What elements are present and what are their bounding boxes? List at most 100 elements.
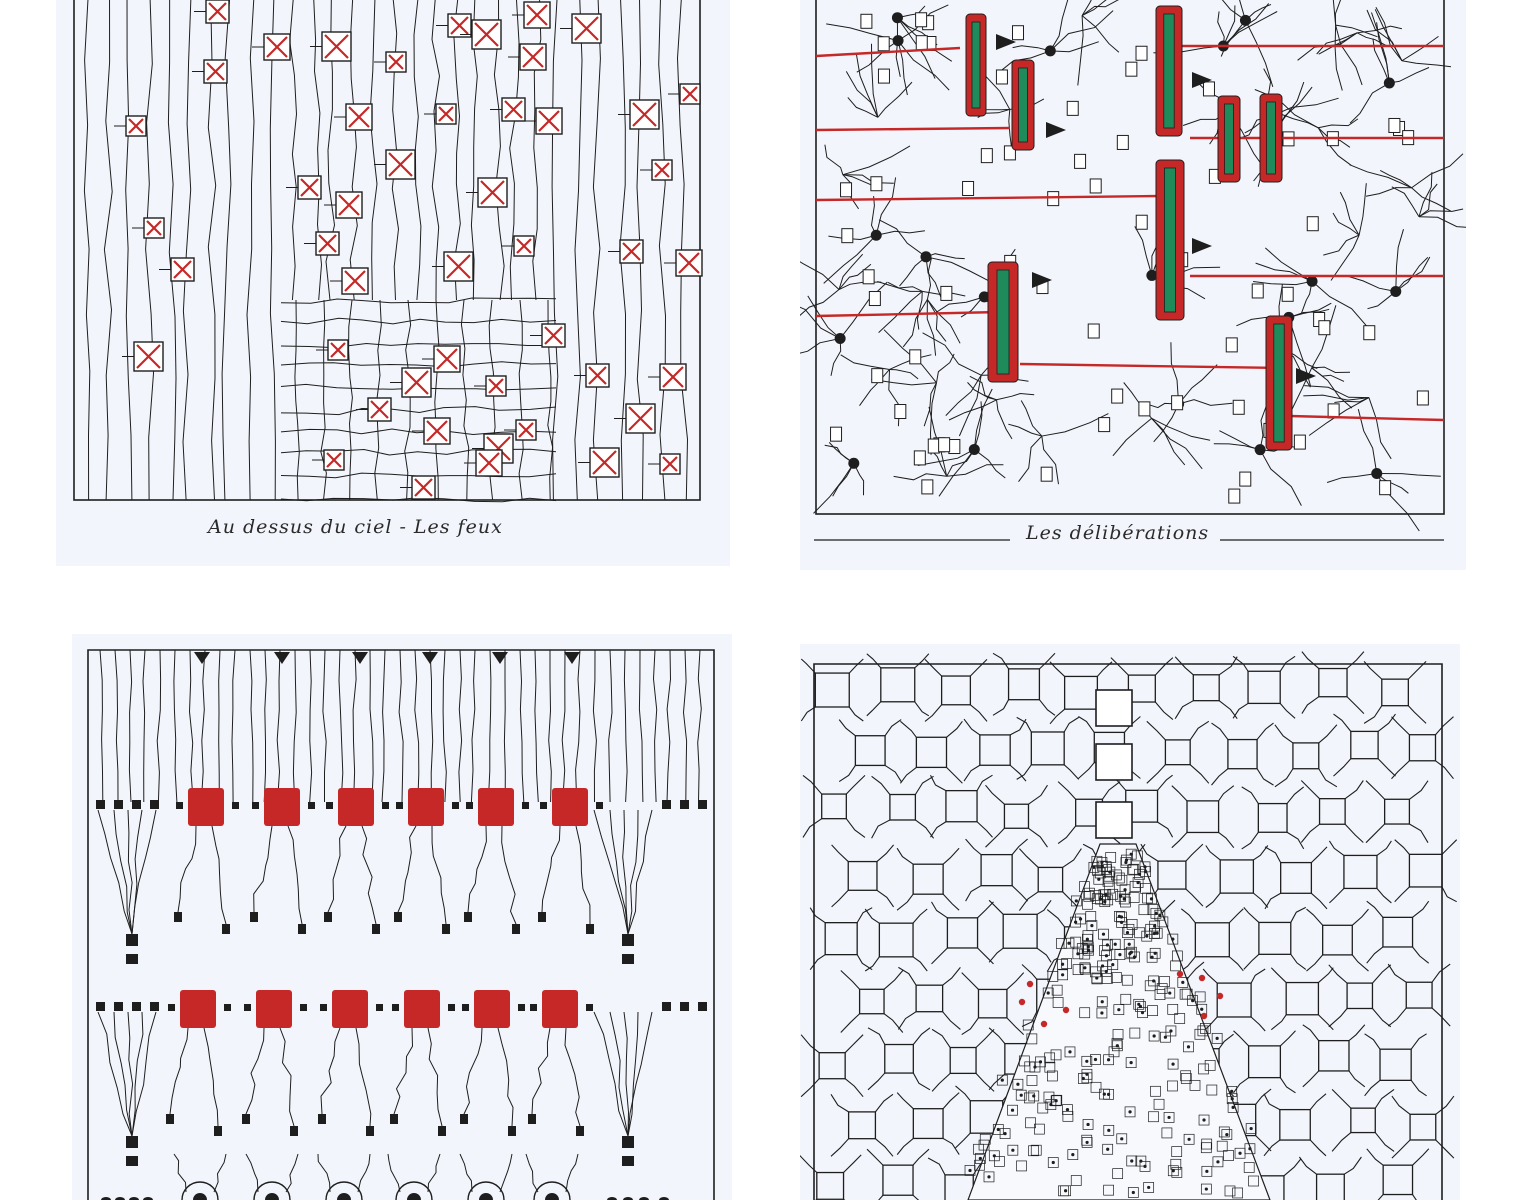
small-black-square [530, 1004, 537, 1011]
square-node [841, 228, 854, 244]
fine-dot [1086, 1122, 1090, 1127]
network-link [938, 449, 975, 497]
vertical-line [429, 649, 434, 803]
strand-end [460, 1114, 468, 1124]
mesh-edge [930, 821, 947, 838]
green-core [1266, 101, 1276, 175]
mesh-cell [1408, 853, 1443, 888]
fine-dot [1100, 964, 1105, 968]
square-node [1306, 216, 1319, 232]
square-node [1293, 434, 1306, 450]
square-node [962, 180, 975, 196]
mesh-cell [1216, 982, 1252, 1018]
fine-dot [1171, 1169, 1175, 1173]
mesh-cell [1409, 1113, 1437, 1141]
square-node [1012, 25, 1025, 41]
network-link [1153, 403, 1180, 443]
fine-dot [1238, 1151, 1242, 1155]
funnel-line [127, 809, 133, 935]
fine-dot [1090, 924, 1094, 928]
network-link [1334, 0, 1342, 26]
strand [397, 825, 417, 913]
mesh-edge [1233, 1077, 1249, 1094]
network-link [935, 353, 955, 383]
funnel-line [622, 809, 629, 935]
network-link [1389, 67, 1430, 84]
vertical-line [369, 0, 378, 301]
funnel-line [627, 809, 639, 935]
fine-dot [1137, 1002, 1141, 1006]
red-x-box [530, 323, 566, 348]
mesh-edge [1348, 1070, 1366, 1088]
bottom-dot [265, 1193, 279, 1200]
fine-dot [1100, 1000, 1104, 1004]
black-node [870, 229, 882, 241]
network-link [1259, 406, 1267, 450]
network-link [1081, 0, 1119, 16]
mesh-edge [1264, 892, 1281, 910]
mesh-edge [975, 1029, 995, 1048]
vertical-line [156, 649, 162, 803]
fine-cell [1079, 1007, 1091, 1019]
fine-cell [1064, 1046, 1076, 1058]
fine-dot [1106, 1058, 1111, 1062]
mesh-edge [800, 706, 816, 722]
mesh-edge [1016, 764, 1032, 780]
fine-dot [1054, 1099, 1058, 1103]
mesh-edge [1435, 1139, 1455, 1159]
mesh-edge [1391, 1095, 1411, 1115]
vertical-line [509, 0, 520, 301]
fine-cell [1167, 1080, 1178, 1092]
mesh-edge [856, 954, 873, 971]
strand-end [250, 912, 258, 922]
network-link [996, 392, 1035, 401]
mesh-edge [1412, 946, 1430, 964]
fine-dot [1129, 1061, 1133, 1065]
fine-dot [1127, 942, 1131, 946]
mesh-edge [1264, 846, 1282, 863]
strand [564, 1027, 581, 1127]
network-link [1366, 9, 1403, 61]
mesh-edge [1154, 701, 1174, 721]
network-link [1395, 256, 1431, 292]
mesh-edge [884, 764, 902, 782]
mesh-edge [883, 1013, 904, 1033]
mesh-edge [1174, 656, 1194, 676]
mesh-edge [931, 1028, 951, 1048]
red-x-box [640, 159, 673, 181]
network-link [1041, 435, 1059, 485]
center-square [1095, 689, 1133, 727]
network-link [1318, 32, 1358, 55]
mesh-edge [1318, 1014, 1334, 1031]
fine-cell [1189, 1079, 1201, 1091]
network-link [1272, 97, 1339, 116]
square-node [1281, 286, 1294, 302]
bottom-ring [395, 1181, 433, 1200]
network-link [1401, 35, 1439, 62]
red-x-box [312, 449, 345, 471]
network-link [1332, 212, 1360, 236]
green-core [1273, 323, 1285, 443]
mesh-edge [1160, 899, 1176, 915]
mesh-edge [1146, 720, 1166, 741]
square-node [870, 176, 883, 192]
fine-cell [1060, 1185, 1071, 1197]
square-node [862, 269, 875, 285]
mesh-edge [1250, 1016, 1266, 1032]
fine-dot [1071, 1153, 1075, 1157]
red-dot [1062, 1006, 1070, 1014]
network-link [1311, 305, 1337, 369]
mesh-edge [1185, 888, 1204, 907]
mesh-edge [912, 1148, 930, 1166]
mesh-edge [1376, 888, 1392, 904]
small-black-square [308, 802, 315, 809]
fine-cell [1081, 1055, 1093, 1067]
network-link [1311, 367, 1345, 382]
fine-cell [1077, 1073, 1089, 1084]
black-node [892, 35, 904, 47]
mesh-edge [1263, 1093, 1281, 1111]
fine-cell [1098, 928, 1109, 940]
small-black-square [132, 1002, 141, 1011]
small-black-square [176, 802, 183, 809]
mesh-edge [1011, 885, 1028, 902]
